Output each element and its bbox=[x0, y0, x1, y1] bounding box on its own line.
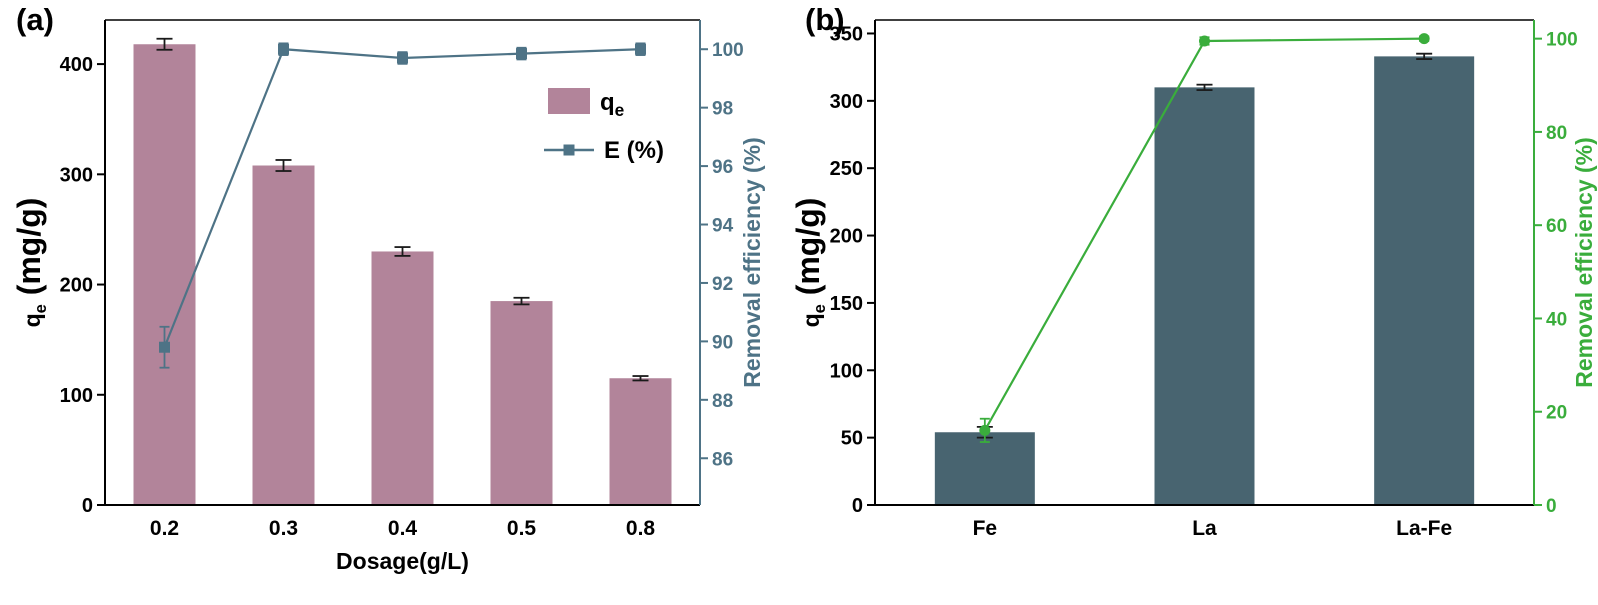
left-tick-label: 100 bbox=[60, 385, 93, 407]
marker bbox=[516, 48, 527, 60]
right-tick-label: 100 bbox=[712, 40, 744, 61]
category-label: 0.3 bbox=[269, 517, 298, 540]
left-tick-label: 50 bbox=[841, 428, 863, 450]
bar-series bbox=[934, 52, 1475, 505]
panel-a-label: (a) bbox=[16, 2, 54, 37]
bar bbox=[609, 378, 672, 505]
right-tick-label: 92 bbox=[712, 274, 733, 295]
chart-a-svg: 0 100 200 300 400 86 88 90 92 94 96 98 100 0.2 0.3 0.4 0… bbox=[11, 19, 765, 574]
right-tick-label: 80 bbox=[1546, 123, 1567, 144]
left-tick-label: 400 bbox=[60, 54, 93, 76]
legend: qe E (%) bbox=[544, 88, 664, 164]
right-tick-label: 94 bbox=[712, 216, 734, 237]
left-tick-label: 150 bbox=[830, 293, 863, 315]
marker bbox=[278, 43, 289, 55]
right-axis-title: Removal efficiency (%) bbox=[739, 137, 765, 388]
marker bbox=[635, 43, 646, 55]
category-label: Fe bbox=[973, 517, 998, 540]
left-axis-title: qe (mg/g) bbox=[11, 198, 50, 328]
category-label: 0.4 bbox=[388, 517, 418, 540]
bar bbox=[490, 301, 553, 505]
left-tick-label: 300 bbox=[60, 164, 93, 186]
right-tick-label: 90 bbox=[712, 332, 733, 353]
legend-label-qe: qe bbox=[600, 89, 625, 120]
bar bbox=[133, 44, 196, 505]
legend-marker bbox=[563, 144, 575, 156]
marker bbox=[159, 341, 170, 353]
bar bbox=[1154, 87, 1255, 505]
right-axis-title: Removal efficiency (%) bbox=[1571, 137, 1597, 388]
right-tick-label: 88 bbox=[712, 391, 733, 412]
right-tick-label: 0 bbox=[1546, 496, 1557, 517]
x-axis-title: Dosage(g/L) bbox=[336, 548, 469, 574]
category-label: 0.5 bbox=[507, 517, 537, 540]
panel-b: (b) 0 50 100 150 200 250 300 350 0 20 40 60 80 100 Fe L… bbox=[790, 0, 1598, 605]
axes-frame: 0 100 200 300 400 86 88 90 92 94 96 98 100 0.2 0.3 0.4 0… bbox=[60, 19, 744, 540]
line-series bbox=[979, 33, 1430, 443]
right-tick-label: 100 bbox=[1546, 30, 1578, 51]
panel-a: (a) 0 100 200 300 400 86 88 90 92 94 96 98 100 0.2 0.3… bbox=[11, 2, 765, 574]
line-series bbox=[159, 42, 646, 369]
chart-b-svg: 0 50 100 150 200 250 300 350 0 20 40 60 80 100 Fe La La-… bbox=[790, 19, 1597, 540]
axes-frame: 0 50 100 150 200 250 300 350 0 20 40 60 80 100 Fe La La-… bbox=[830, 19, 1578, 540]
category-label: La bbox=[1192, 517, 1217, 540]
right-tick-label: 20 bbox=[1546, 403, 1567, 424]
right-tick-label: 86 bbox=[712, 449, 733, 470]
marker bbox=[979, 424, 991, 436]
category-label: La-Fe bbox=[1396, 517, 1452, 540]
right-tick-label: 96 bbox=[712, 157, 733, 178]
marker bbox=[1418, 33, 1430, 45]
right-tick-label: 40 bbox=[1546, 309, 1567, 330]
bar-series bbox=[133, 37, 672, 505]
legend-label-e: E (%) bbox=[604, 137, 664, 164]
bar bbox=[934, 432, 1035, 505]
category-label: 0.8 bbox=[626, 517, 656, 540]
left-tick-label: 100 bbox=[830, 360, 863, 382]
marker bbox=[397, 52, 408, 64]
bar bbox=[252, 165, 315, 505]
left-axis-title: qe (mg/g) bbox=[790, 198, 829, 328]
left-tick-label: 0 bbox=[82, 495, 93, 517]
bar bbox=[1374, 56, 1475, 505]
right-tick-label: 98 bbox=[712, 99, 733, 120]
legend-swatch-bar bbox=[548, 88, 590, 114]
left-tick-label: 350 bbox=[830, 23, 863, 45]
category-label: 0.2 bbox=[150, 517, 179, 540]
right-tick-label: 60 bbox=[1546, 216, 1567, 237]
panel-b-label: (b) bbox=[805, 2, 845, 37]
left-tick-label: 0 bbox=[852, 495, 863, 517]
marker bbox=[1199, 35, 1210, 47]
left-tick-label: 250 bbox=[830, 158, 863, 180]
left-tick-label: 200 bbox=[60, 275, 93, 297]
bar bbox=[371, 251, 434, 505]
left-tick-label: 300 bbox=[830, 91, 863, 113]
left-tick-label: 200 bbox=[830, 226, 863, 248]
